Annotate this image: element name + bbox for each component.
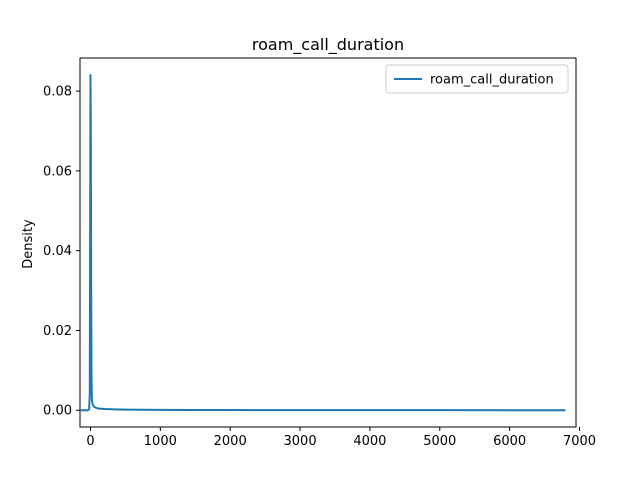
y-tick-label: 0.04	[43, 244, 72, 259]
x-tick-label: 0	[86, 434, 94, 449]
x-tick-label: 7000	[563, 434, 596, 449]
chart-title: roam_call_duration	[252, 35, 404, 55]
series-line-0	[80, 74, 566, 412]
x-tick-label: 1000	[144, 434, 177, 449]
y-tick-label: 0.00	[43, 404, 72, 419]
x-tick-label: 6000	[493, 434, 526, 449]
plot-area-frame	[79, 57, 577, 428]
legend-label: roam_call_duration	[430, 73, 554, 88]
x-tick-label: 2000	[214, 434, 247, 449]
x-tick-label: 5000	[423, 434, 456, 449]
y-tick-label: 0.06	[43, 164, 72, 179]
legend: roam_call_duration	[385, 64, 569, 94]
y-tick-label: 0.02	[43, 324, 72, 339]
y-tick-label: 0.08	[43, 85, 72, 100]
x-tick-label: 4000	[353, 434, 386, 449]
legend-box	[385, 64, 569, 94]
x-tick-label: 3000	[284, 434, 317, 449]
y-axis-label: Density	[21, 219, 36, 269]
